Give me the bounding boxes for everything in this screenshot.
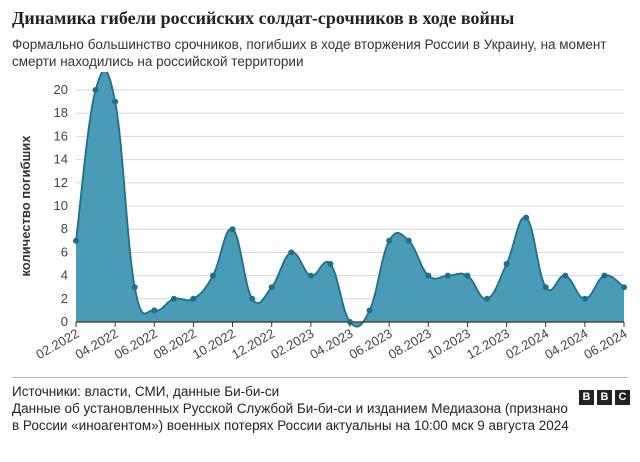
data-point [92, 87, 99, 93]
bbc-logo-letter: C [615, 390, 630, 405]
bbc-logo-letter: B [597, 390, 612, 405]
data-note: Данные об установленных Русской Службой … [12, 401, 569, 433]
data-point [112, 98, 119, 105]
y-tick-label: 0 [61, 314, 68, 329]
x-tick-label: 08.2023 [386, 326, 434, 362]
data-point [249, 295, 256, 302]
x-tick-label: 04.2022 [72, 326, 120, 362]
data-point [542, 284, 549, 291]
data-point [307, 272, 314, 279]
x-tick-label: 04.2024 [542, 326, 590, 362]
data-point [366, 307, 373, 314]
x-tick-label: 08.2022 [151, 326, 199, 362]
y-tick-label: 8 [61, 221, 68, 236]
area-chart: 0 2 4 6 8 10 12 14 16 18 20 количество погибших 02.2… [18, 72, 630, 362]
data-point [405, 237, 412, 244]
y-tick-label: 14 [54, 152, 68, 167]
data-point [523, 214, 530, 221]
data-point [581, 295, 588, 302]
chart-subtitle: Формально большинство срочников, погибши… [12, 37, 607, 69]
data-point [210, 272, 216, 279]
x-tick-label: 02.2024 [503, 326, 551, 362]
footer-divider [12, 377, 628, 378]
sources-line: Источники: власти, СМИ, данные Би-би-си [12, 384, 280, 399]
y-tick-label: 20 [54, 82, 68, 97]
x-tick-label: 02.2022 [33, 326, 81, 362]
x-tick-label: 10.2023 [425, 326, 473, 362]
x-tick-label: 04.2023 [307, 326, 355, 362]
data-point [425, 272, 432, 279]
data-point [621, 284, 627, 291]
series-area [76, 72, 624, 327]
x-tick-label: 06.2022 [112, 326, 160, 362]
data-point [229, 226, 236, 233]
bbc-logo: B B C [579, 390, 630, 405]
y-tick-label: 4 [61, 268, 68, 283]
data-point [131, 284, 138, 291]
data-point [268, 284, 275, 291]
x-tick-label: 06.2024 [581, 326, 629, 362]
x-tick-label: 12.2022 [229, 326, 277, 362]
chart-title: Динамика гибели российских солдат-срочни… [12, 8, 515, 28]
data-point [73, 237, 79, 244]
data-point [503, 261, 510, 267]
data-point [444, 272, 451, 279]
data-point [327, 261, 334, 267]
x-tick-label: 10.2022 [190, 326, 238, 362]
bbc-logo-letter: B [579, 390, 594, 405]
data-point [190, 295, 197, 302]
data-point [484, 295, 490, 302]
data-point [386, 237, 393, 244]
x-tick-label: 02.2023 [268, 326, 316, 362]
x-tick-label: 12.2023 [464, 326, 512, 362]
data-point [170, 295, 177, 302]
footer-sources: Источники: власти, СМИ, данные Би-би-си … [12, 383, 572, 434]
data-point [562, 272, 569, 279]
x-tick-label: 06.2023 [346, 326, 394, 362]
y-tick-label: 2 [61, 291, 68, 306]
data-point [151, 307, 158, 314]
y-axis-label: количество погибших [18, 135, 33, 277]
y-tick-label: 6 [61, 244, 68, 259]
data-point [464, 272, 471, 279]
y-tick-label: 16 [54, 128, 68, 143]
y-tick-label: 10 [54, 198, 68, 213]
y-tick-label: 18 [54, 105, 68, 120]
data-point [601, 272, 608, 279]
data-point [288, 249, 295, 256]
y-tick-label: 12 [54, 175, 68, 190]
